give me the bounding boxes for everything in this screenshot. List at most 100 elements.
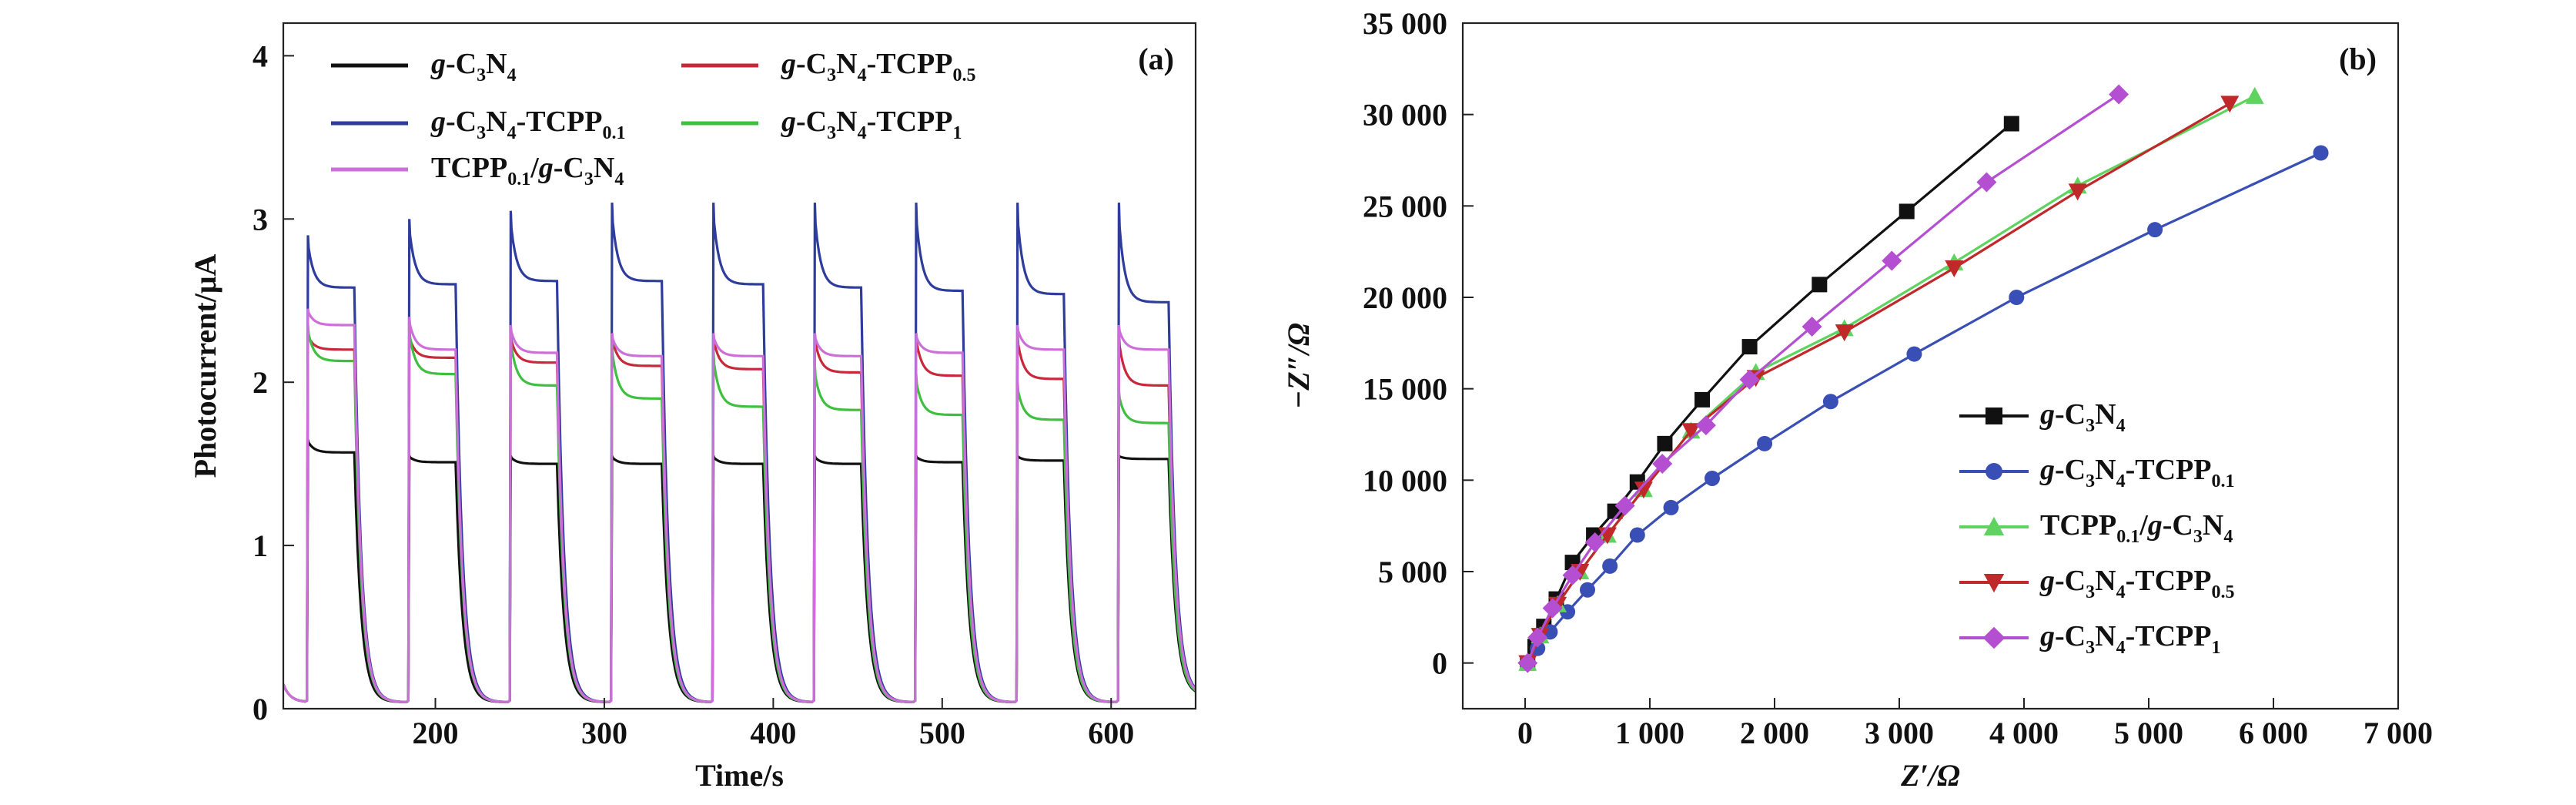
legend-item-4: g-C3N4-TCPP1 [1959, 620, 2220, 658]
data-point [2147, 222, 2163, 238]
x-tick-label: 1 000 [1615, 716, 1684, 750]
series-line-1 [283, 333, 1196, 703]
data-point [1812, 277, 1828, 293]
legend-label: g-C3N4 [2039, 398, 2126, 436]
y-tick-label: 25 000 [1363, 189, 1447, 223]
x-tick-label: 200 [413, 716, 459, 750]
data-point [1517, 652, 1538, 673]
chart-panel-a: 200 300 400 500 600 0 1 2 3 4 Time/s Photocurrent/μ… [188, 22, 1197, 793]
plot-frame [282, 22, 1197, 710]
series-4 [1517, 84, 2129, 673]
y-tick-label: 3 [253, 202, 268, 236]
data-point [1741, 339, 1758, 355]
series-group [283, 203, 1196, 704]
x-tick-label: 4 000 [1989, 716, 2059, 750]
legend-label: g-C3N4-TCPP0.1 [430, 106, 625, 143]
data-point [1882, 250, 1902, 271]
data-point [1542, 598, 1563, 619]
legend-item-0: g-C3N4 [1959, 398, 2126, 436]
y-tick-label: 30 000 [1363, 98, 1447, 132]
x-tick-label: 500 [919, 716, 965, 750]
x-tick-label: 5 000 [2114, 716, 2183, 750]
legend-marker [1986, 463, 2002, 480]
series-line [1526, 93, 2119, 664]
x-tick-label: 300 [581, 716, 627, 750]
data-point [1634, 481, 1653, 499]
legend-item-1: g-C3N4-TCPP0.5 [681, 48, 975, 86]
series-line-2 [283, 203, 1196, 703]
data-point [1694, 391, 1711, 408]
x-axis-label: Time/s [695, 758, 784, 793]
y-tick-label: 0 [253, 692, 268, 726]
legend-item-3: g-C3N4-TCPP1 [681, 106, 962, 143]
y-tick-label: 15 000 [1363, 372, 1447, 407]
series-line-4 [283, 308, 1196, 703]
legend-marker [1986, 408, 2002, 424]
series-1 [1520, 145, 2329, 671]
legend-item-3: g-C3N4-TCPP0.5 [1959, 565, 2234, 602]
legend-marker [1983, 516, 2005, 535]
legend-item-4: TCPP0.1/g-C3N4 [331, 152, 624, 190]
data-point [1705, 470, 1720, 486]
panel-label: (b) [2339, 42, 2377, 76]
legend-label: g-C3N4-TCPP0.5 [781, 48, 975, 86]
series-line-0 [283, 439, 1196, 704]
data-point [1945, 260, 1964, 278]
data-point [1629, 527, 1645, 543]
y-tick-label: 4 [253, 39, 268, 73]
data-point [1562, 565, 1583, 585]
series-line [1526, 122, 2012, 664]
data-point [2313, 145, 2329, 161]
y-tick-label: 2 [253, 365, 268, 400]
x-tick-label: 600 [1088, 716, 1134, 750]
legend-item-2: g-C3N4-TCPP0.1 [331, 106, 625, 143]
data-point [2003, 116, 2019, 132]
y-tick-label: 0 [1432, 646, 1447, 681]
x-tick-label: 3 000 [1865, 716, 1934, 750]
legend-marker [1982, 626, 2006, 649]
data-point [1602, 558, 1618, 574]
legend-item-0: g-C3N4 [331, 48, 517, 86]
chart-panel-b: 0 1 000 2 000 3 000 4 000 5 000 6 000 7 000 0 5 0… [1281, 6, 2433, 793]
legend-label: TCPP0.1/g-C3N4 [2040, 509, 2233, 547]
y-tick-label: 5 000 [1378, 555, 1447, 589]
legend-marker [1983, 574, 2005, 593]
legend-item-1: g-C3N4-TCPP0.1 [1959, 454, 2234, 491]
legend-label: g-C3N4-TCPP1 [781, 106, 962, 143]
data-point [2220, 96, 2240, 113]
legend-label: g-C3N4-TCPP1 [2039, 620, 2220, 658]
data-point [1681, 423, 1701, 441]
series-line [1526, 102, 2231, 664]
data-point [1584, 532, 1605, 553]
data-point [2109, 84, 2129, 105]
data-point [1657, 435, 1673, 451]
x-tick-label: 0 [1517, 716, 1533, 750]
plot-frame [1461, 22, 2400, 710]
series-0 [1520, 116, 2019, 671]
y-axis-label: Photocurrent/μA [188, 253, 222, 478]
y-tick-label: 20 000 [1363, 280, 1447, 315]
legend-label: g-C3N4-TCPP0.1 [2039, 454, 2234, 491]
data-point [1822, 394, 1838, 410]
data-point [1899, 203, 1915, 220]
data-point [1614, 495, 1635, 516]
x-tick-label: 400 [750, 716, 796, 750]
x-axis-label: Z′/Ω [1900, 758, 1960, 793]
data-point [2009, 290, 2025, 305]
data-point [1739, 369, 1760, 390]
x-tick-label: 7 000 [2364, 716, 2433, 750]
data-point [1652, 453, 1673, 474]
data-point [1527, 627, 1548, 648]
legend-item-2: TCPP0.1/g-C3N4 [1959, 509, 2233, 547]
y-tick-label: 35 000 [1363, 6, 1447, 41]
panel-label: (a) [1138, 42, 1174, 76]
x-tick-label: 2 000 [1740, 716, 1809, 750]
data-point [2068, 183, 2087, 201]
y-axis-label: −Z″/Ω [1281, 323, 1316, 409]
data-point [1802, 316, 1822, 337]
x-tick-label: 6 000 [2239, 716, 2308, 750]
data-point [1695, 415, 1716, 436]
data-point [1976, 172, 1997, 193]
data-point [1906, 346, 1922, 362]
